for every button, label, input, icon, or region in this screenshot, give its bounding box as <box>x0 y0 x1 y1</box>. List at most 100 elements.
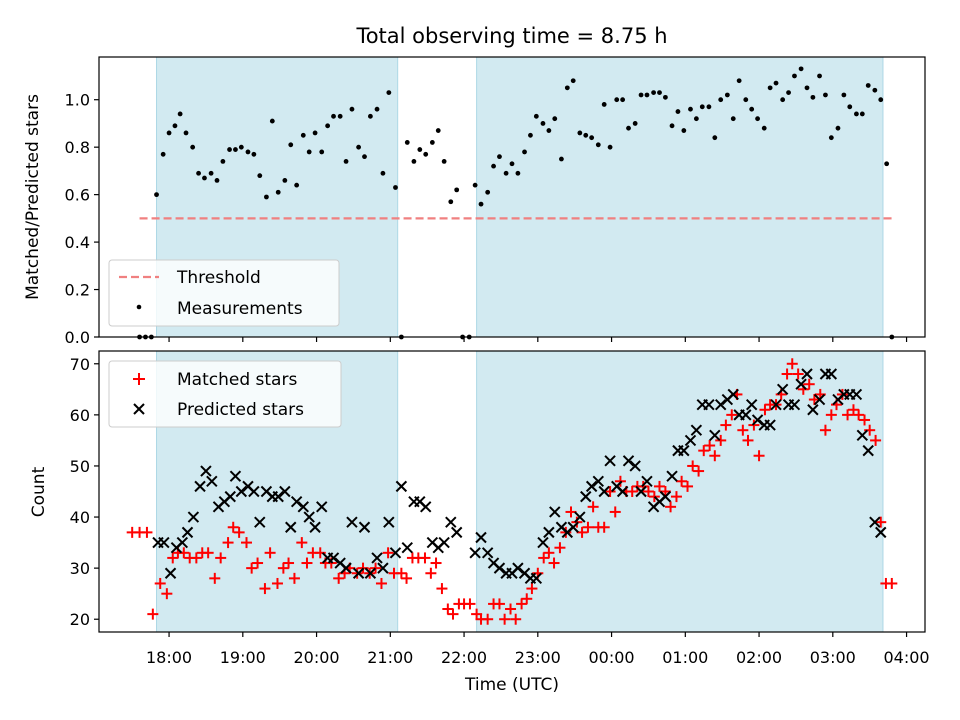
measurement-point <box>238 144 244 150</box>
measurement-point <box>798 66 804 72</box>
measurement-point <box>312 130 318 136</box>
predicted-marker-b <box>340 562 352 574</box>
matched-marker <box>554 542 566 554</box>
matched-marker <box>781 368 793 380</box>
measurement-point <box>435 128 441 133</box>
predicted-marker-b <box>285 521 297 533</box>
predicted-marker-b <box>555 521 568 533</box>
predicted-marker <box>445 516 457 528</box>
y-tick-label: 0.8 <box>65 138 90 157</box>
y-tick-label: 1.0 <box>65 91 90 110</box>
measurement-point <box>847 104 853 110</box>
measurement-point <box>257 173 263 179</box>
predicted-marker-b <box>512 562 524 574</box>
measurement-point <box>319 149 325 155</box>
predicted-marker <box>469 547 481 559</box>
predicted-marker <box>450 526 463 539</box>
predicted-marker-b <box>481 547 494 559</box>
predicted-marker <box>690 424 703 436</box>
predicted-marker-b <box>334 557 346 569</box>
measurement-point <box>227 147 232 152</box>
matched-marker <box>565 506 577 518</box>
matched-marker <box>742 434 754 446</box>
measurement-point <box>638 92 644 98</box>
predicted-marker <box>224 490 236 503</box>
matched-marker <box>748 419 760 431</box>
predicted-marker <box>309 521 321 533</box>
measurement-point <box>570 78 576 84</box>
predicted-marker <box>475 531 487 544</box>
predicted-marker <box>616 485 629 498</box>
predicted-marker-b <box>309 521 321 533</box>
measurement-point <box>878 97 884 103</box>
predicted-marker <box>641 475 653 487</box>
measurement-point <box>429 140 435 145</box>
predicted-marker-b <box>176 536 189 549</box>
matched-marker <box>296 537 308 549</box>
matched-marker <box>401 572 413 584</box>
matched-marker <box>753 450 765 462</box>
matched-marker <box>526 583 538 595</box>
predicted-marker <box>727 388 739 401</box>
predicted-marker-b <box>684 434 697 447</box>
y-tick-label: 0.2 <box>65 281 90 300</box>
matched-marker <box>737 424 749 436</box>
measurement-point <box>786 90 791 95</box>
predicted-marker <box>795 378 807 390</box>
predicted-marker-b <box>709 429 721 442</box>
measurement-point <box>325 123 331 129</box>
predicted-marker-b <box>776 383 789 396</box>
matched-marker <box>147 608 159 620</box>
measurement-point <box>515 170 521 176</box>
predicted-marker-b <box>690 424 703 436</box>
matched-marker <box>626 486 638 497</box>
predicted-marker-b <box>493 562 506 574</box>
predicted-marker <box>659 490 672 503</box>
figure-title: Total observing time = 8.75 h <box>355 24 667 48</box>
matched-marker <box>447 608 459 620</box>
predicted-marker-b <box>856 429 869 442</box>
y-tick-label: 70 <box>70 355 90 374</box>
predicted-marker-b <box>574 511 586 523</box>
matched-marker <box>351 567 363 579</box>
predicted-marker <box>358 521 371 533</box>
matched-marker <box>859 414 871 426</box>
measurement-point <box>288 142 294 148</box>
matched-marker <box>676 475 688 487</box>
matched-marker <box>870 434 882 446</box>
predicted-marker <box>303 511 315 523</box>
predicted-marker-b <box>358 521 371 533</box>
predicted-marker <box>751 414 764 426</box>
measurement-point <box>792 73 797 79</box>
measurement-point <box>865 83 871 88</box>
count-panel-x-ticks: 18:00 19:00 20:00 21:00 22:00 23:00 00:00 01:00… <box>146 632 930 667</box>
matched-marker <box>803 378 815 390</box>
predicted-marker-b <box>187 511 200 523</box>
measurement-point <box>564 85 570 91</box>
measurement-point <box>166 130 172 136</box>
count-panel-y-ticks: 20 30 40 50 60 70 <box>70 355 99 629</box>
matched-marker <box>464 598 476 610</box>
predicted-marker <box>745 398 758 411</box>
matched-marker <box>875 516 887 528</box>
predicted-marker <box>389 547 402 559</box>
measurement-point <box>780 97 786 103</box>
matched-marker <box>442 603 454 615</box>
measurement-point <box>208 170 214 176</box>
predicted-marker <box>235 485 248 498</box>
measurement-point <box>196 170 201 176</box>
matched-marker <box>141 526 153 538</box>
measurement-point <box>841 92 847 98</box>
measurement-point <box>614 97 620 103</box>
predicted-marker <box>585 480 598 493</box>
predicted-marker-b <box>585 480 598 493</box>
matched-star-markers <box>126 358 898 625</box>
predicted-marker-b <box>813 393 826 406</box>
predicted-marker-b <box>592 475 604 487</box>
legend-matched-label: Matched stars <box>177 370 297 390</box>
predicted-marker <box>279 485 291 498</box>
matched-marker <box>436 583 448 595</box>
matched-marker <box>430 557 442 569</box>
matched-marker <box>571 516 583 528</box>
predicted-marker-b <box>377 562 389 574</box>
